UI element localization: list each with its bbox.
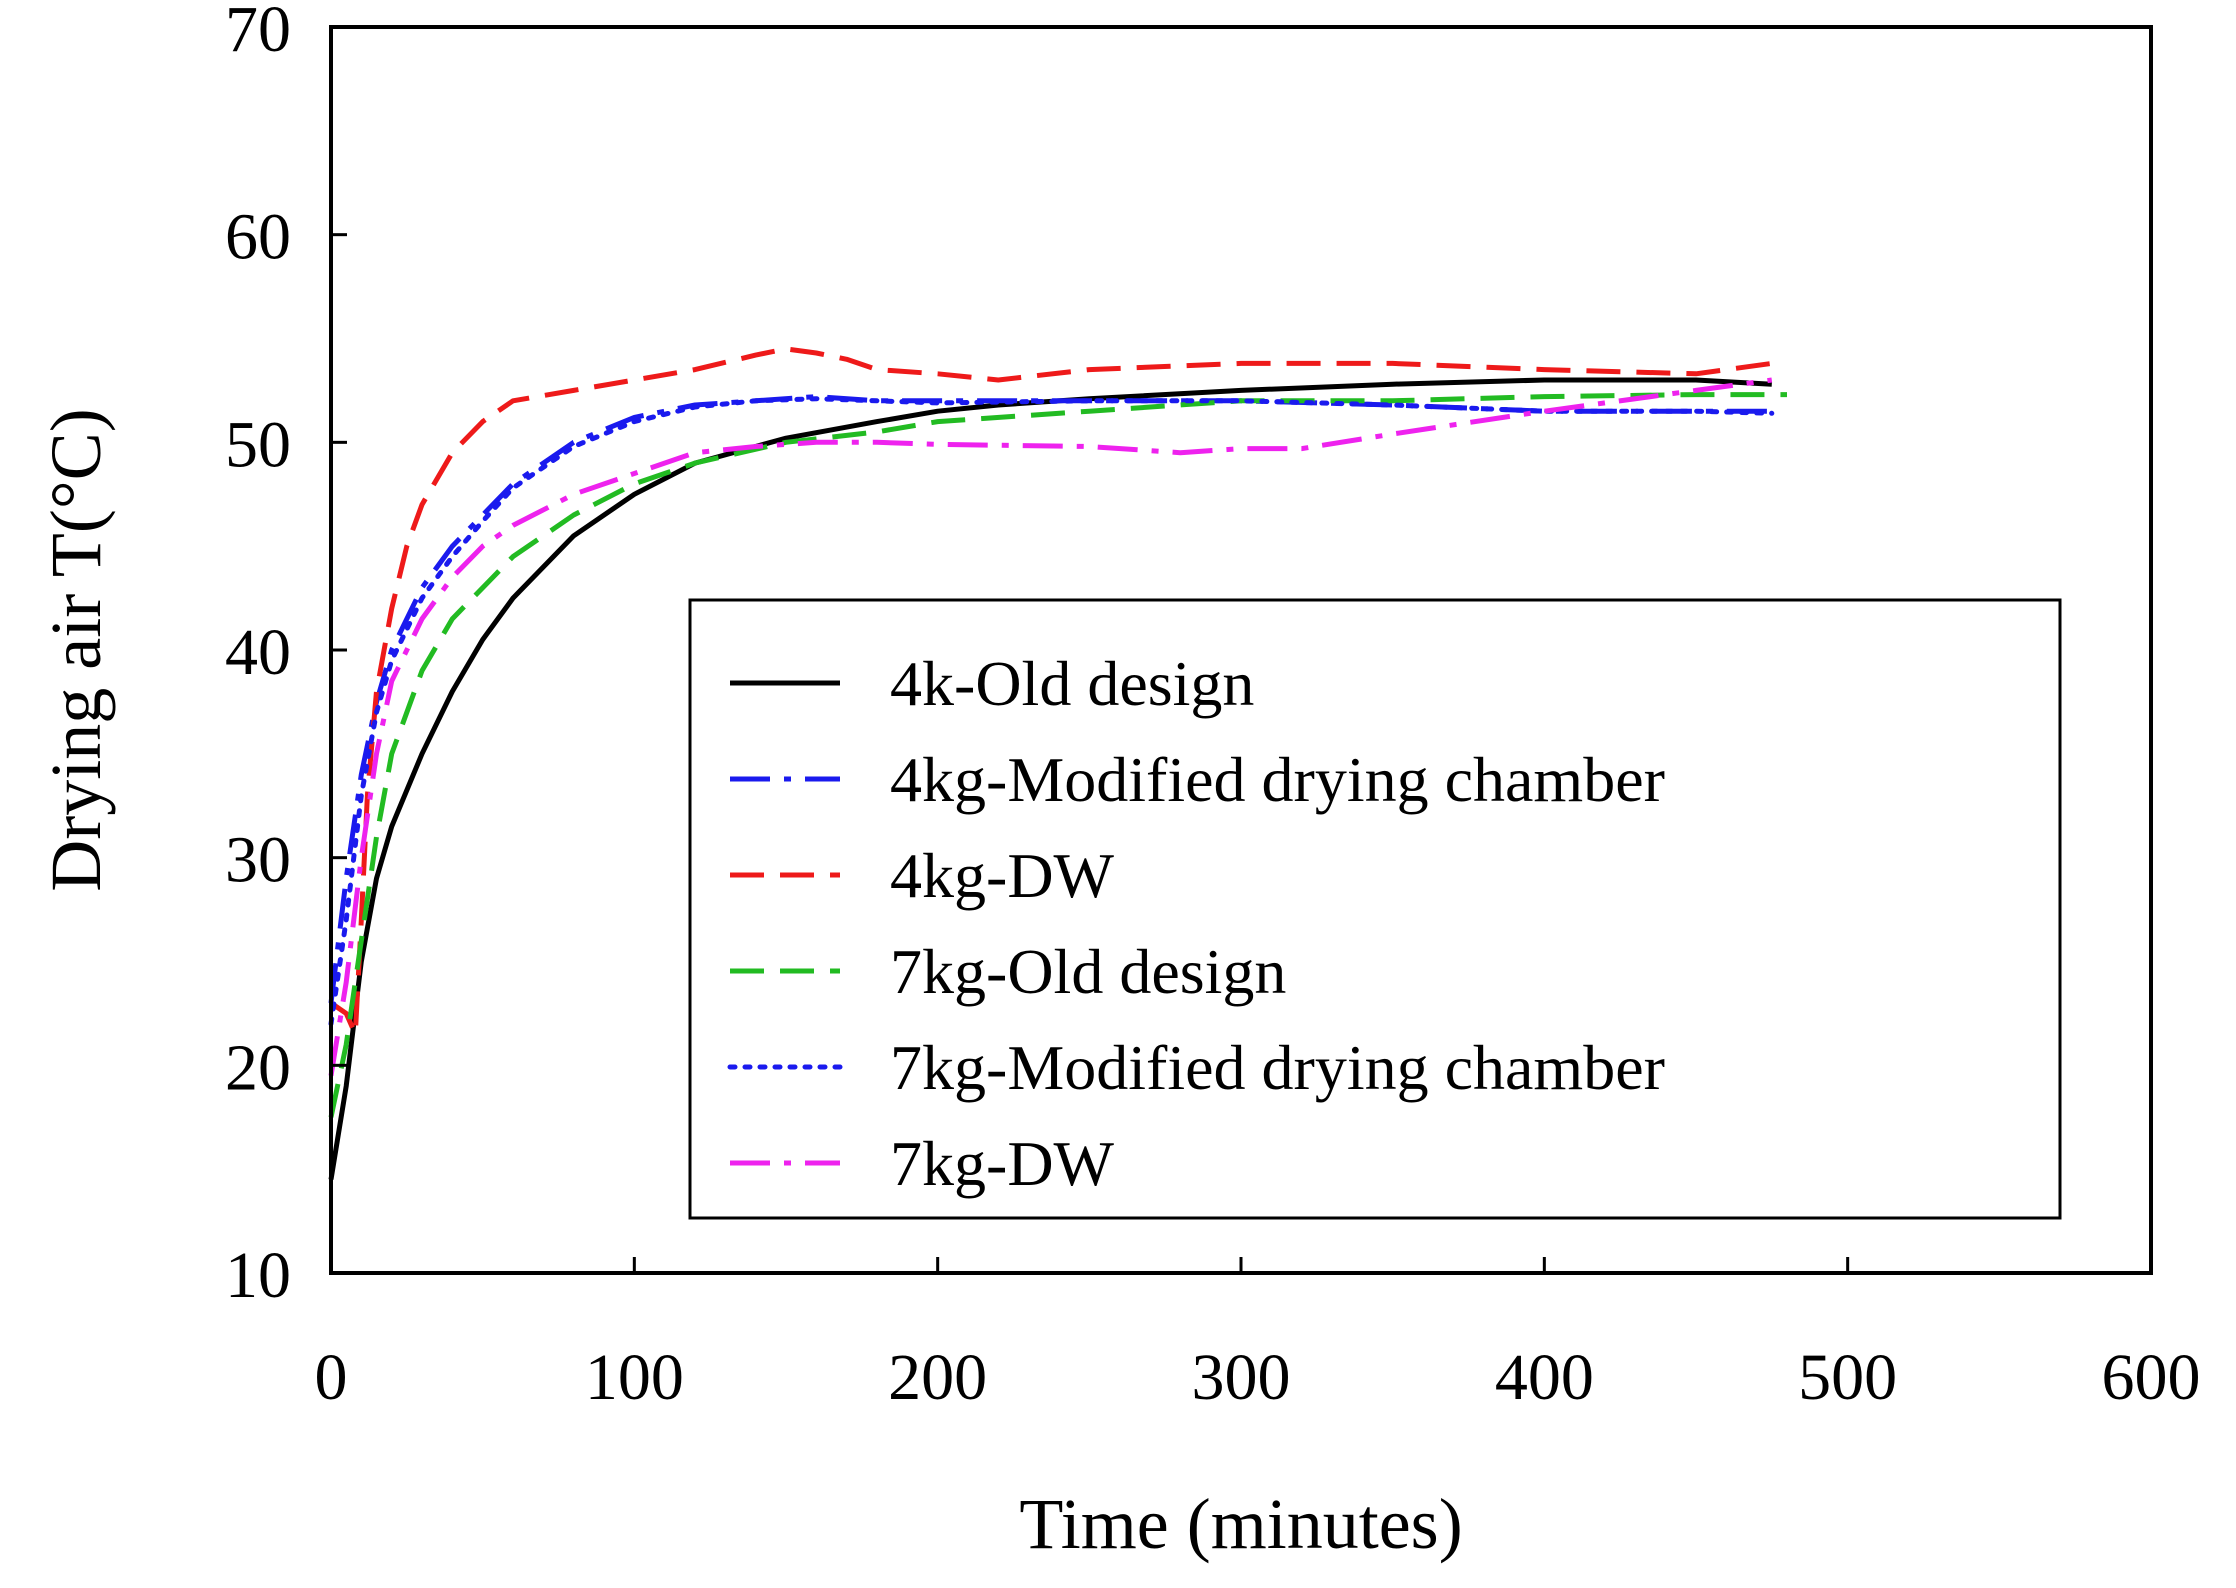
y-tick-label: 50: [225, 408, 291, 481]
x-tick-label: 0: [315, 1341, 348, 1414]
x-tick-label: 600: [2102, 1341, 2201, 1414]
x-tick-label: 500: [1798, 1341, 1897, 1414]
legend-label: 4kg-Modified drying chamber: [890, 744, 1665, 815]
legend-label: 4k-Old design: [890, 648, 1254, 719]
y-axis-label: Drying air T(°C): [36, 408, 116, 891]
series-layer: [328, 346, 1787, 1180]
legend: 4k-Old design 4kg-Modified drying chamber…: [688, 598, 2062, 1220]
y-tick-label: 30: [225, 824, 291, 897]
legend-label: 7kg-DW: [890, 1128, 1115, 1199]
series-line: [328, 396, 1775, 1027]
legend-label: 4kg-DW: [890, 840, 1115, 911]
legend-label: 7kg-Old design: [890, 936, 1286, 1007]
plot-frame: [329, 25, 2153, 1275]
x-tick-label: 100: [585, 1341, 684, 1414]
y-tick-label: 70: [225, 0, 291, 66]
legend-box: [688, 598, 2062, 1220]
tick-layer: 0 100 200 300 400 500 600 10 20 30 40 50 60 70: [225, 0, 2201, 1414]
y-tick-label: 10: [225, 1239, 291, 1312]
x-axis-label: Time (minutes): [1019, 1484, 1462, 1564]
y-tick-label: 60: [225, 201, 291, 274]
series-line: [328, 377, 1772, 1180]
series-line: [328, 377, 1773, 1077]
y-tick-label: 20: [225, 1031, 291, 1104]
series-line: [328, 392, 1787, 1118]
x-tick-label: 400: [1495, 1341, 1594, 1414]
x-tick-label: 200: [888, 1341, 987, 1414]
series-line: [328, 394, 1772, 1004]
x-tick-label: 300: [1192, 1341, 1291, 1414]
legend-label: 7kg-Modified drying chamber: [890, 1032, 1665, 1103]
y-tick-label: 40: [225, 616, 291, 689]
